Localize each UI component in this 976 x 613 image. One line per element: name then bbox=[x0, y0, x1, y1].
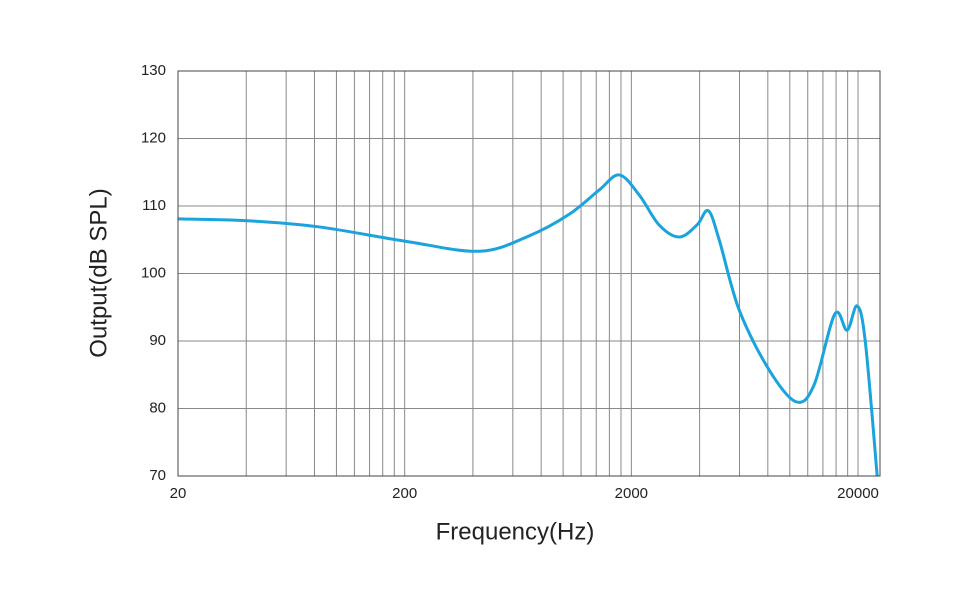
x-tick-label: 20000 bbox=[837, 485, 879, 502]
y-tick-label: 80 bbox=[149, 399, 166, 416]
y-tick-label: 90 bbox=[149, 332, 166, 349]
y-axis-title: Output(dB SPL) bbox=[85, 188, 112, 357]
y-tick-label: 70 bbox=[149, 467, 166, 484]
y-tick-label: 120 bbox=[141, 129, 166, 146]
x-tick-label: 20 bbox=[170, 485, 187, 502]
data-line bbox=[177, 173, 879, 477]
plot bbox=[177, 173, 879, 477]
x-axis-title: Frequency(Hz) bbox=[436, 518, 595, 545]
x-tick-label: 2000 bbox=[615, 485, 648, 502]
y-tick-label: 130 bbox=[141, 62, 166, 79]
y-tick-label: 100 bbox=[141, 264, 166, 281]
y-tick-label: 110 bbox=[142, 197, 166, 214]
grid bbox=[177, 70, 880, 477]
x-tick-label: 200 bbox=[392, 485, 417, 502]
plot-frame bbox=[177, 70, 881, 477]
